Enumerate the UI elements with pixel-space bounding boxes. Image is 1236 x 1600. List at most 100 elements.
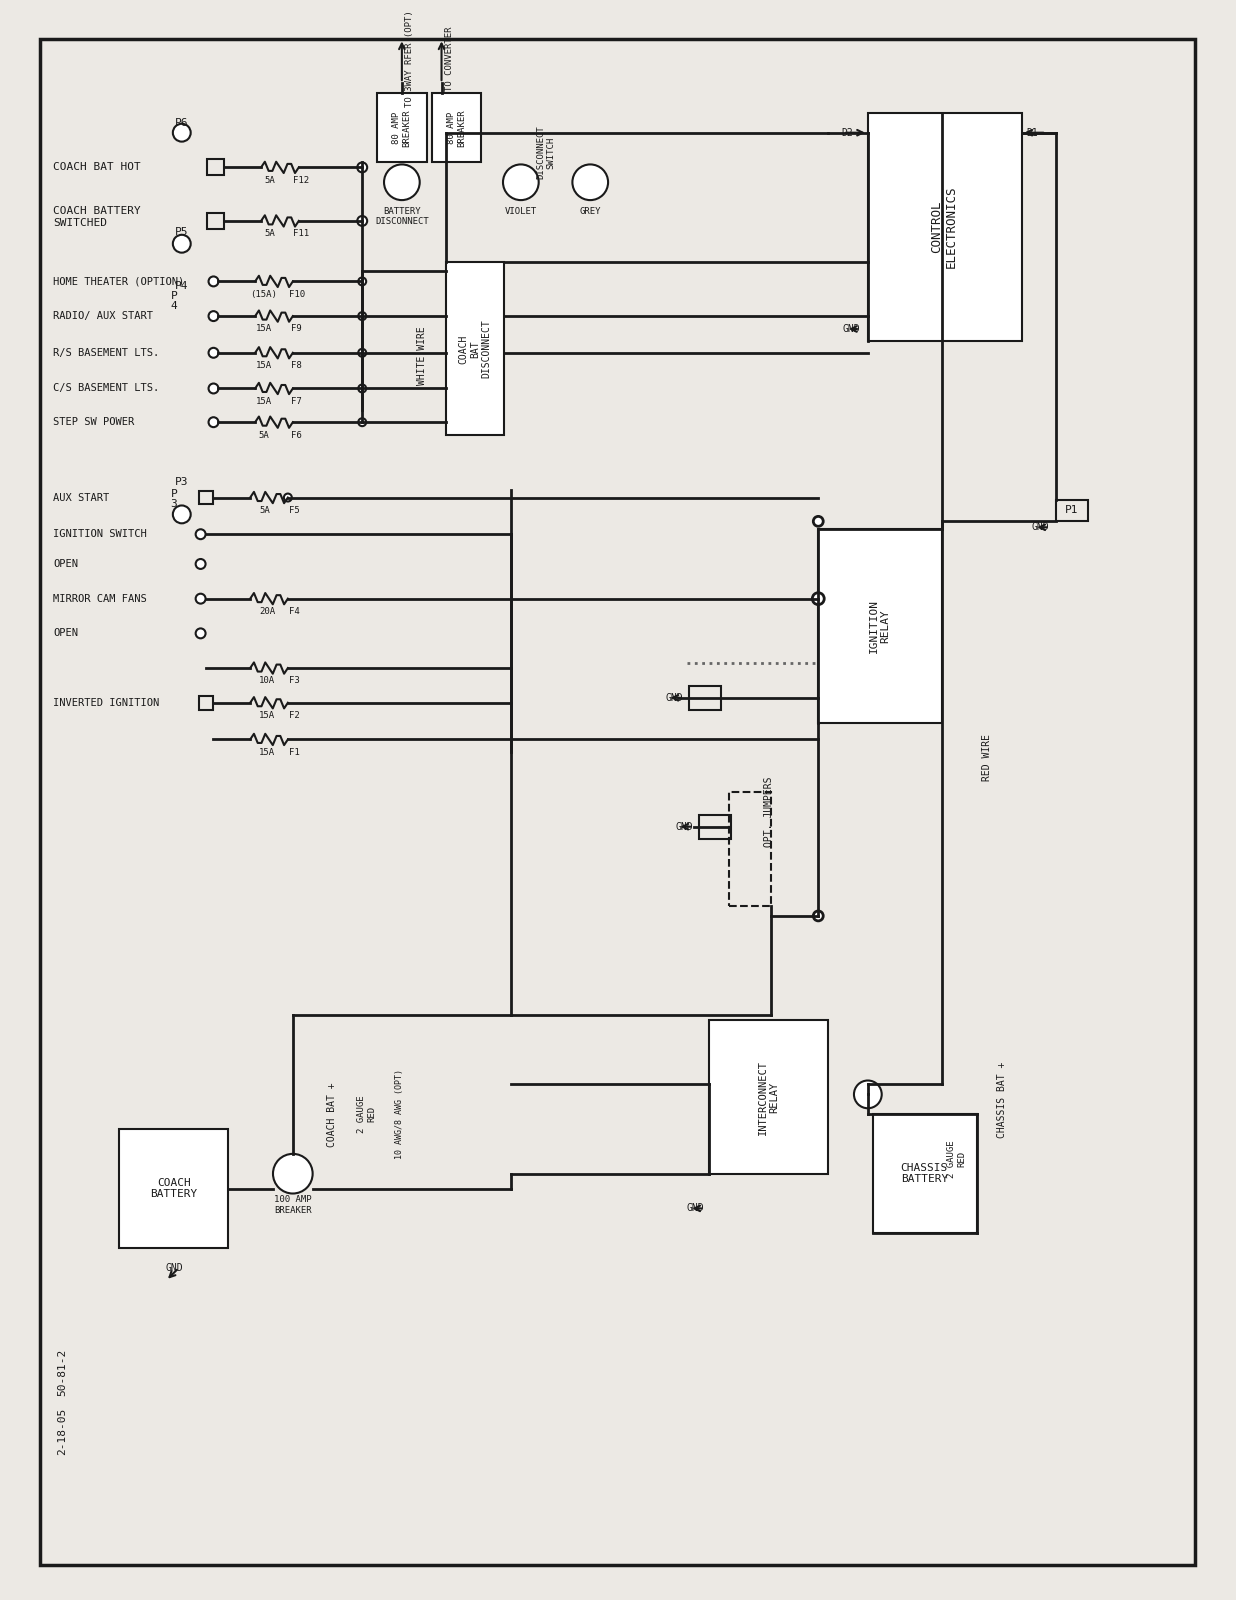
Bar bbox=[377, 93, 426, 163]
Text: COACH
BATTERY: COACH BATTERY bbox=[151, 1178, 198, 1200]
Text: P5: P5 bbox=[176, 227, 189, 237]
Bar bbox=[446, 261, 504, 435]
Text: AUX START: AUX START bbox=[53, 493, 109, 502]
Circle shape bbox=[358, 418, 366, 426]
Text: 2-18-05: 2-18-05 bbox=[57, 1408, 67, 1454]
Text: INTERCONNECT
RELAY: INTERCONNECT RELAY bbox=[758, 1059, 780, 1134]
Circle shape bbox=[358, 277, 366, 285]
Bar bbox=[199, 696, 214, 710]
Circle shape bbox=[209, 384, 219, 394]
Text: F5: F5 bbox=[289, 506, 299, 515]
Bar bbox=[206, 160, 225, 176]
Text: CONTROL
ELECTRONICS: CONTROL ELECTRONICS bbox=[931, 186, 958, 269]
Text: GND: GND bbox=[166, 1262, 183, 1274]
Text: 5A: 5A bbox=[265, 229, 276, 238]
Text: VIOLET: VIOLET bbox=[504, 206, 536, 216]
Text: 20A: 20A bbox=[260, 606, 276, 616]
Text: P3: P3 bbox=[176, 477, 189, 486]
Circle shape bbox=[812, 592, 824, 605]
Circle shape bbox=[209, 418, 219, 427]
Text: 2 GAUGE
RED: 2 GAUGE RED bbox=[947, 1141, 967, 1178]
Circle shape bbox=[173, 235, 190, 253]
Text: 80 AMP
BREAKER: 80 AMP BREAKER bbox=[446, 109, 466, 147]
Bar bbox=[709, 1021, 828, 1174]
Circle shape bbox=[195, 530, 205, 539]
Text: COACH BAT HOT: COACH BAT HOT bbox=[53, 162, 141, 173]
Text: GND: GND bbox=[1032, 522, 1049, 533]
Text: RED WIRE: RED WIRE bbox=[981, 734, 991, 781]
Circle shape bbox=[173, 123, 190, 142]
Text: 3: 3 bbox=[171, 499, 177, 509]
Text: 15A: 15A bbox=[256, 325, 272, 333]
Text: 5A: 5A bbox=[265, 176, 276, 184]
Text: P6: P6 bbox=[176, 118, 189, 128]
Circle shape bbox=[173, 506, 190, 523]
Circle shape bbox=[384, 165, 420, 200]
Text: F7: F7 bbox=[292, 397, 302, 406]
Text: F11: F11 bbox=[293, 229, 309, 238]
Bar bbox=[729, 792, 771, 906]
Circle shape bbox=[358, 312, 366, 320]
Text: P: P bbox=[171, 291, 177, 301]
Text: CHASSIS BAT +: CHASSIS BAT + bbox=[996, 1061, 1007, 1138]
Text: F6: F6 bbox=[292, 430, 302, 440]
Bar bbox=[873, 1114, 976, 1234]
Text: HOME THEATER (OPTION): HOME THEATER (OPTION) bbox=[53, 277, 184, 286]
Bar bbox=[868, 114, 1021, 341]
Text: 5A: 5A bbox=[258, 430, 269, 440]
Text: GND: GND bbox=[842, 323, 860, 334]
Text: 2 GAUGE
RED: 2 GAUGE RED bbox=[357, 1096, 377, 1133]
Text: D1: D1 bbox=[1026, 128, 1038, 138]
Text: COACH BATTERY
SWITCHED: COACH BATTERY SWITCHED bbox=[53, 206, 141, 227]
Bar bbox=[700, 814, 730, 838]
Text: OPEN: OPEN bbox=[53, 558, 78, 570]
Circle shape bbox=[358, 349, 366, 357]
Text: 15A: 15A bbox=[256, 362, 272, 370]
Circle shape bbox=[813, 910, 823, 922]
Text: (15A): (15A) bbox=[251, 290, 278, 299]
Circle shape bbox=[209, 347, 219, 358]
Text: GND: GND bbox=[676, 822, 693, 832]
Text: F4: F4 bbox=[289, 606, 299, 616]
Bar bbox=[431, 93, 481, 163]
Circle shape bbox=[358, 384, 366, 392]
Text: INVERTED IGNITION: INVERTED IGNITION bbox=[53, 698, 159, 707]
Text: GREY: GREY bbox=[580, 206, 601, 216]
Bar bbox=[1057, 499, 1088, 522]
Text: F3: F3 bbox=[289, 677, 299, 685]
Circle shape bbox=[195, 594, 205, 603]
Bar bbox=[818, 530, 942, 723]
Circle shape bbox=[273, 1154, 313, 1194]
Text: OPT. JUMPERS: OPT. JUMPERS bbox=[764, 776, 774, 846]
Text: P1: P1 bbox=[1065, 506, 1079, 515]
Text: WHITE WIRE: WHITE WIRE bbox=[417, 326, 426, 386]
Circle shape bbox=[503, 165, 539, 200]
Text: STEP SW POWER: STEP SW POWER bbox=[53, 418, 135, 427]
Text: P: P bbox=[171, 488, 177, 499]
Circle shape bbox=[284, 493, 292, 501]
Text: 15A: 15A bbox=[256, 397, 272, 406]
Bar bbox=[206, 213, 225, 229]
Circle shape bbox=[195, 629, 205, 638]
Text: GND: GND bbox=[687, 1203, 705, 1213]
Text: IGNITION
RELAY: IGNITION RELAY bbox=[869, 600, 890, 653]
Text: COACH BAT +: COACH BAT + bbox=[328, 1082, 337, 1147]
Text: F10: F10 bbox=[289, 290, 305, 299]
Text: TO CONVERTER: TO CONVERTER bbox=[445, 26, 454, 91]
Bar bbox=[120, 1130, 229, 1248]
Circle shape bbox=[209, 277, 219, 286]
Circle shape bbox=[572, 165, 608, 200]
Circle shape bbox=[195, 558, 205, 570]
Text: 50-81-2: 50-81-2 bbox=[57, 1349, 67, 1395]
Text: 80 AMP
BREAKER: 80 AMP BREAKER bbox=[392, 109, 412, 147]
Text: 5A: 5A bbox=[260, 506, 269, 515]
Text: F2: F2 bbox=[289, 710, 299, 720]
Text: BATTERY
DISCONNECT: BATTERY DISCONNECT bbox=[375, 206, 429, 227]
Text: F1: F1 bbox=[289, 747, 299, 757]
Text: 10 AWG/8 AWG (OPT): 10 AWG/8 AWG (OPT) bbox=[396, 1069, 404, 1160]
Text: 4: 4 bbox=[171, 301, 177, 310]
Text: OPEN: OPEN bbox=[53, 629, 78, 638]
Text: F9: F9 bbox=[292, 325, 302, 333]
Text: D2: D2 bbox=[842, 128, 853, 138]
Text: P4: P4 bbox=[176, 282, 189, 291]
